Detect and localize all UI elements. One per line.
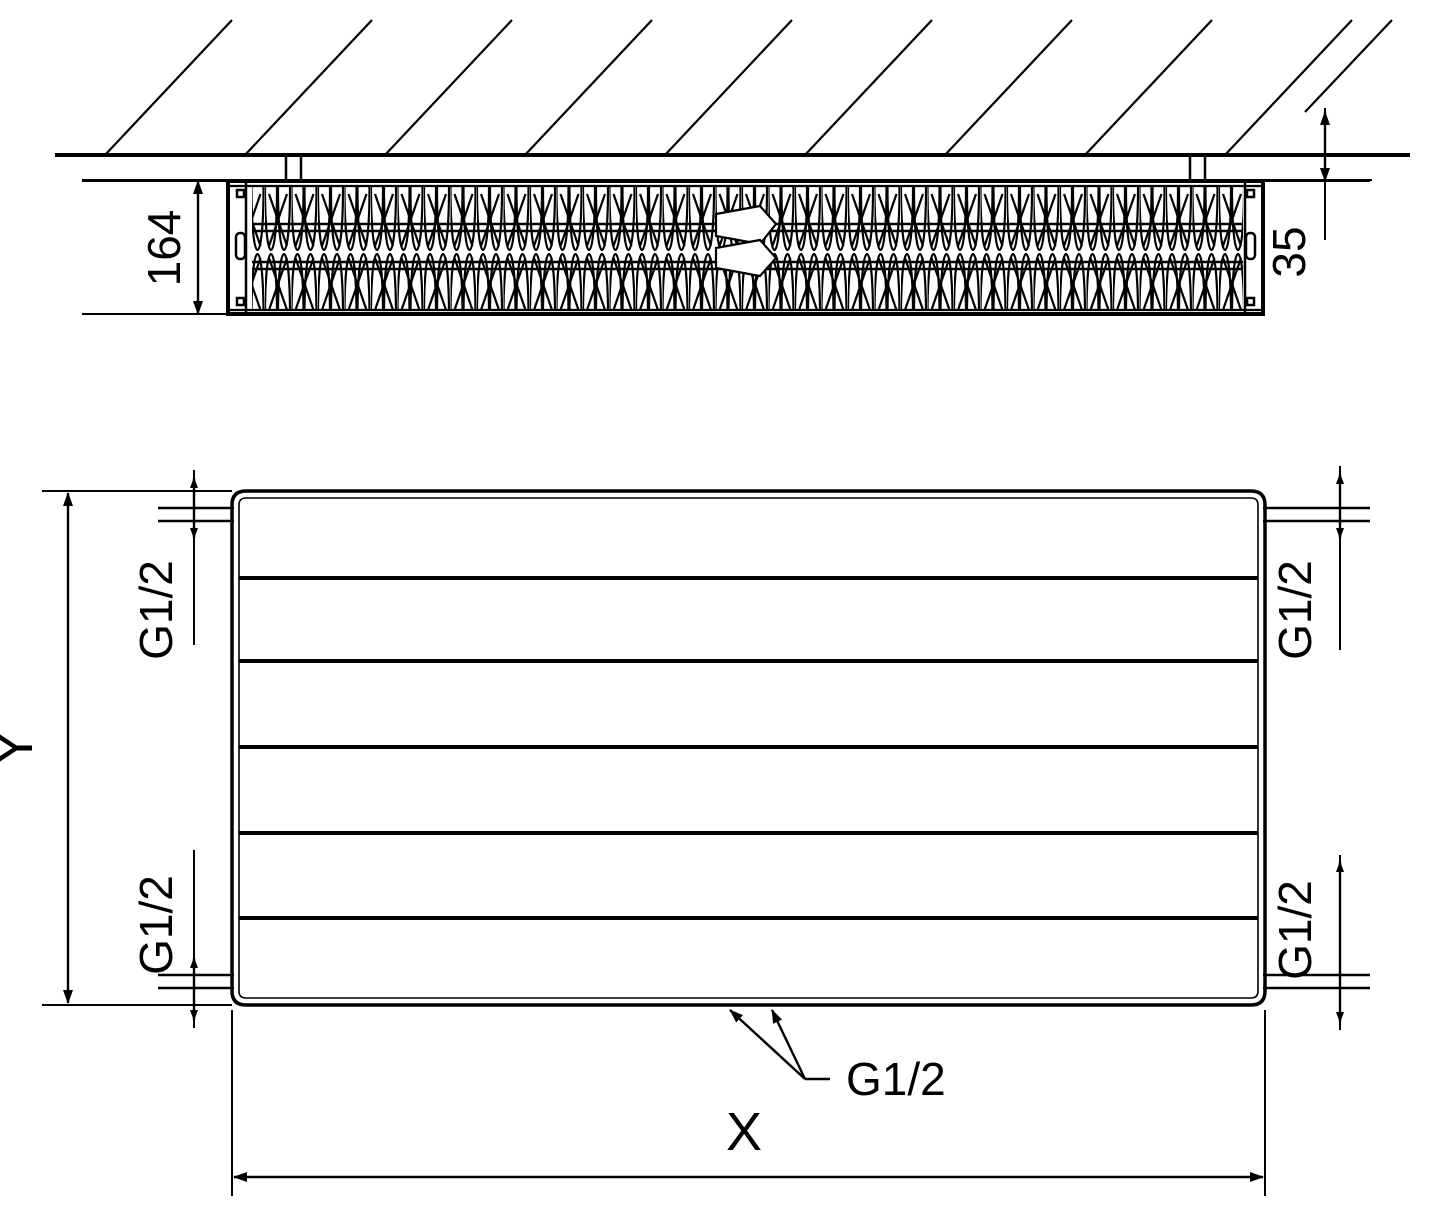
thread-label-top-right: G1/2: [1269, 560, 1321, 660]
connection-stub-bottom-right: [1263, 973, 1370, 990]
thread-dimension-bottom-right: G1/2: [1269, 855, 1344, 1030]
thread-dimension-top-left: G1/2: [130, 470, 198, 660]
thread-leader-label: G1/2: [846, 1053, 946, 1105]
thread-dimension-top-right: G1/2: [1269, 466, 1344, 660]
casing-left-endplate: [234, 181, 248, 314]
depth-dimension-164: 164: [82, 180, 232, 315]
radiator-panel-inner-outline: [238, 497, 1259, 999]
convector-fins: [252, 186, 1243, 310]
wall-gap-dimension-label: 35: [1263, 226, 1315, 277]
thread-label-bottom-left: G1/2: [130, 875, 182, 975]
casing-right-endplate: [1243, 181, 1257, 314]
wall-gap-dimension-35: 35: [1263, 108, 1370, 278]
top-section-view: 164 35: [55, 19, 1410, 316]
thread-label-top-left: G1/2: [130, 560, 182, 660]
wall-hatch: [104, 19, 1393, 156]
width-dimension-label: X: [726, 1102, 762, 1162]
connection-stub-bottom-left: [158, 973, 234, 990]
width-dimension-X: X: [231, 1010, 1266, 1196]
height-dimension-Y: Y: [0, 490, 232, 1006]
front-elevation-view: G1/2 G1/2 G1/2 G1/2 Y: [0, 466, 1370, 1196]
thread-dimension-bottom-left: G1/2: [130, 850, 198, 1028]
connection-stub-top-right: [1263, 506, 1370, 523]
thread-label-bottom-right: G1/2: [1269, 880, 1321, 980]
panel-profile-lines: [239, 576, 1258, 920]
connection-stub-top-left: [158, 506, 234, 523]
wall-bracket-right: [1188, 155, 1207, 180]
wall-bracket-left: [284, 155, 303, 180]
thread-leader-callout: G1/2: [729, 1009, 946, 1105]
height-dimension-label: Y: [0, 730, 44, 766]
depth-dimension-label: 164: [138, 210, 190, 287]
